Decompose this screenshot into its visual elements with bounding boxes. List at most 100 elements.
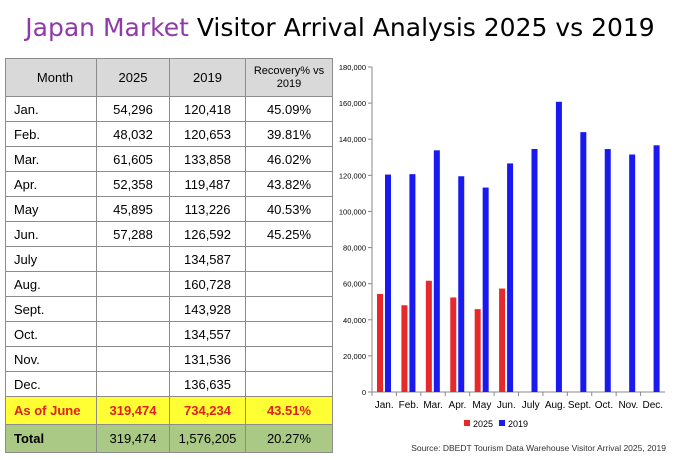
cell-2019: 119,487 [169, 171, 246, 197]
x-tick-label: Apr. [449, 400, 467, 411]
cell-month: Nov. [5, 346, 97, 372]
table-row: Sept. 143,928 [5, 296, 333, 322]
total-2019: 1,576,205 [169, 424, 246, 453]
y-tick-label: 80,000 [343, 244, 366, 253]
bar-2019 [507, 163, 514, 392]
cell-2019: 120,418 [169, 96, 246, 122]
bar-2019 [580, 132, 587, 392]
cell-month: Apr. [5, 171, 97, 197]
bar-2025 [401, 305, 408, 392]
cell-month: Dec. [5, 371, 97, 397]
table-row: Nov. 131,536 [5, 346, 333, 372]
visitor-table: Month 2025 2019 Recovery% vs 2019 Jan. 54… [5, 58, 333, 453]
cell-2025 [96, 346, 170, 372]
x-tick-label: Sept. [568, 400, 591, 411]
bar-2019 [385, 174, 391, 392]
cell-2025: 61,605 [96, 146, 170, 172]
table-row: Mar. 61,605 133,858 46.02% [5, 146, 333, 172]
cell-recovery [245, 296, 333, 322]
x-tick-label: Feb. [399, 400, 419, 411]
legend-swatch-2019 [499, 420, 505, 426]
y-tick-label: 20,000 [343, 352, 366, 361]
header-2019: 2019 [169, 58, 246, 97]
cell-2025 [96, 271, 170, 297]
cell-2019: 126,592 [169, 221, 246, 247]
title-accent: Japan Market [25, 13, 189, 42]
bar-2019 [433, 150, 440, 392]
x-tick-label: May [472, 400, 491, 411]
cell-2025: 54,296 [96, 96, 170, 122]
as-of-june-row: As of June 319,474 734,234 43.51% [5, 396, 333, 425]
table-row: Apr. 52,358 119,487 43.82% [5, 171, 333, 197]
x-tick-label: Aug. [545, 400, 566, 411]
bar-2025 [499, 288, 506, 392]
page-title: Japan Market Visitor Arrival Analysis 20… [0, 6, 680, 50]
cell-2025 [96, 246, 170, 272]
cell-2019: 136,635 [169, 371, 246, 397]
cell-recovery: 45.09% [245, 96, 333, 122]
cell-month: Jun. [5, 221, 97, 247]
cell-recovery: 43.82% [245, 171, 333, 197]
table-row: July 134,587 [5, 246, 333, 272]
cell-recovery: 46.02% [245, 146, 333, 172]
table-row: Dec. 136,635 [5, 371, 333, 397]
as-of-june-2025: 319,474 [96, 396, 170, 425]
x-tick-label: Dec. [643, 400, 664, 411]
x-tick-label: Jan. [375, 400, 394, 411]
header-recovery: Recovery% vs 2019 [245, 58, 333, 97]
table-row: Oct. 134,557 [5, 321, 333, 347]
x-tick-label: Mar. [423, 400, 442, 411]
as-of-june-2019: 734,234 [169, 396, 246, 425]
y-tick-label: 160,000 [339, 99, 366, 108]
cell-2019: 134,587 [169, 246, 246, 272]
bar-2019 [653, 145, 660, 392]
total-2025: 319,474 [96, 424, 170, 453]
cell-recovery [245, 371, 333, 397]
table-row: Jan. 54,296 120,418 45.09% [5, 96, 333, 122]
cell-2025 [96, 296, 170, 322]
as-of-june-recovery: 43.51% [245, 396, 333, 425]
as-of-june-label: As of June [5, 396, 97, 425]
table-row: Feb. 48,032 120,653 39.81% [5, 121, 333, 147]
cell-month: Sept. [5, 296, 97, 322]
table-row: May 45,895 113,226 40.53% [5, 196, 333, 222]
legend-label-2025: 2025 [473, 419, 493, 429]
title-rest: Visitor Arrival Analysis 2025 vs 2019 [188, 13, 655, 42]
total-row: Total 319,474 1,576,205 20.27% [5, 424, 333, 453]
y-tick-label: 100,000 [339, 207, 366, 216]
bar-2019 [629, 154, 636, 392]
cell-2019: 143,928 [169, 296, 246, 322]
y-tick-label: 60,000 [343, 280, 366, 289]
cell-2019: 120,653 [169, 121, 246, 147]
x-tick-label: Nov. [618, 400, 638, 411]
bar-2019 [482, 187, 489, 392]
y-tick-label: 140,000 [339, 135, 366, 144]
cell-2019: 133,858 [169, 146, 246, 172]
cell-month: Jan. [5, 96, 97, 122]
cell-month: July [5, 246, 97, 272]
bar-2025 [425, 280, 432, 392]
header-2025: 2025 [96, 58, 170, 97]
x-tick-label: July [522, 400, 540, 411]
y-tick-label: 0 [362, 388, 366, 397]
y-tick-label: 120,000 [339, 171, 366, 180]
total-recovery: 20.27% [245, 424, 333, 453]
cell-2025: 48,032 [96, 121, 170, 147]
bar-2025 [377, 293, 383, 392]
cell-month: Feb. [5, 121, 97, 147]
cell-2019: 160,728 [169, 271, 246, 297]
cell-month: Oct. [5, 321, 97, 347]
bar-2025 [474, 309, 481, 392]
cell-recovery [245, 271, 333, 297]
bar-chart: 0 20,000 40,000 60,000 80,000 100,000 120,000 1… [339, 63, 665, 429]
x-tick-label: Oct. [595, 400, 613, 411]
cell-month: May [5, 196, 97, 222]
bar-2019 [604, 149, 611, 392]
total-label: Total [5, 424, 97, 453]
y-tick-label: 40,000 [343, 316, 366, 325]
cell-recovery: 45.25% [245, 221, 333, 247]
bar-2019 [555, 101, 562, 392]
cell-2025 [96, 321, 170, 347]
table-row: Jun. 57,288 126,592 45.25% [5, 221, 333, 247]
header-month: Month [5, 58, 97, 97]
